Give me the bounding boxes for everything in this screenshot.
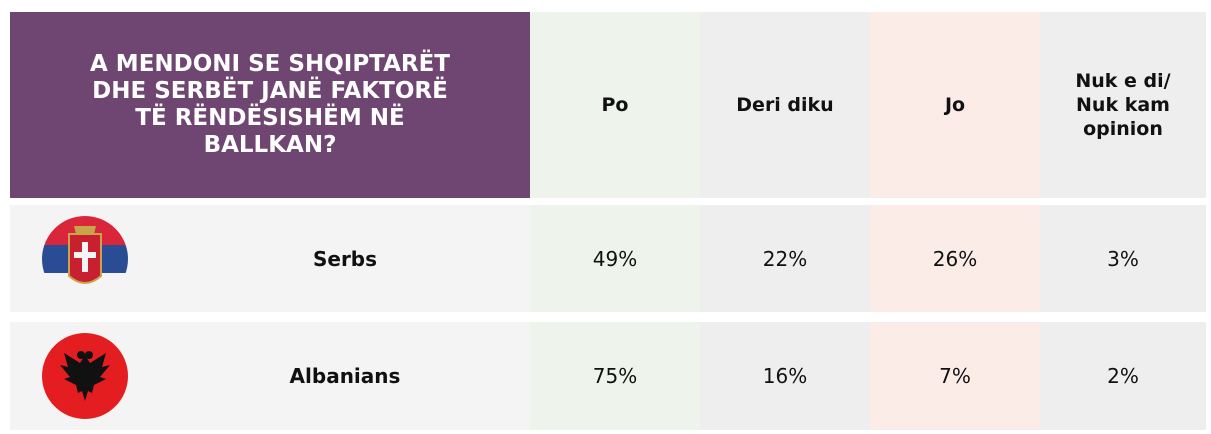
table-title: A MENDONI SE SHQIPTARËT DHE SERBËT JANË … [10,12,530,198]
column-header: Nuk e di/ Nuk kam opinion [1040,12,1206,198]
column-header: Po [530,12,700,198]
value-cell: 16% [700,322,870,430]
flag-cell [10,322,160,430]
flag-cell [10,205,160,312]
row-label: Serbs [160,205,530,312]
value-cell: 3% [1040,205,1206,312]
column-header: Jo [870,12,1040,198]
value-cell: 2% [1040,322,1206,430]
value-cell: 26% [870,205,1040,312]
value-cell: 22% [700,205,870,312]
serbia-flag [42,215,128,302]
value-cell: 75% [530,322,700,430]
column-header: Deri diku [700,12,870,198]
value-cell: 7% [870,322,1040,430]
value-cell: 49% [530,205,700,312]
row-label: Albanians [160,322,530,430]
albania-flag [42,333,128,419]
